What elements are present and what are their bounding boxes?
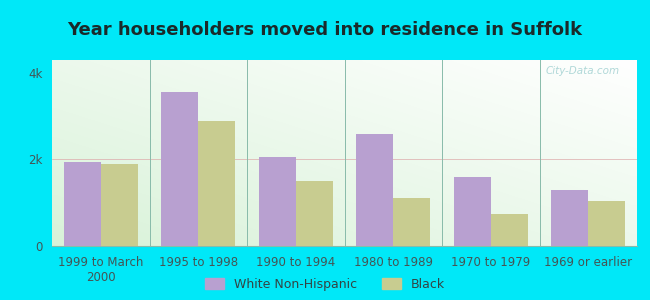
Bar (551, 190, 588, 246)
Text: City-Data.com: City-Data.com (545, 66, 619, 76)
Bar (454, 177, 491, 246)
Legend: White Non-Hispanic, Black: White Non-Hispanic, Black (205, 278, 445, 291)
Bar (161, 92, 198, 246)
Bar (393, 198, 430, 246)
Bar (101, 164, 138, 246)
Bar (64, 162, 101, 246)
Bar (356, 134, 393, 246)
Bar (588, 201, 625, 246)
Bar (259, 157, 296, 246)
Text: Year householders moved into residence in Suffolk: Year householders moved into residence i… (68, 21, 582, 39)
Bar (296, 181, 333, 246)
Bar (198, 121, 235, 246)
Bar (491, 214, 528, 246)
